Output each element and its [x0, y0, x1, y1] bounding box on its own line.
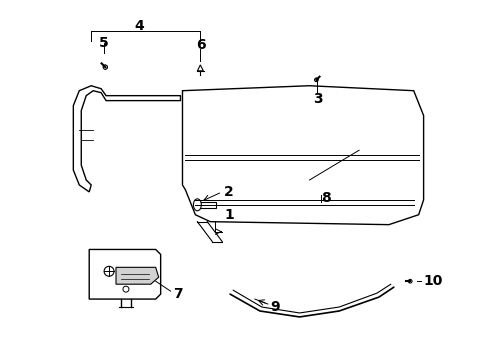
PathPatch shape: [89, 249, 161, 299]
Polygon shape: [197, 65, 203, 71]
Text: 1: 1: [224, 208, 233, 222]
Text: 10: 10: [423, 274, 442, 288]
Text: 6: 6: [196, 38, 205, 52]
PathPatch shape: [116, 267, 158, 284]
Text: 5: 5: [99, 36, 109, 50]
Text: 8: 8: [321, 191, 330, 205]
Text: 9: 9: [269, 300, 279, 314]
Text: 7: 7: [173, 287, 183, 301]
PathPatch shape: [182, 86, 423, 225]
Ellipse shape: [193, 199, 201, 211]
Circle shape: [314, 78, 318, 82]
Text: 2: 2: [224, 185, 233, 199]
Text: 4: 4: [134, 19, 143, 33]
Circle shape: [104, 266, 114, 276]
Text: 3: 3: [313, 92, 323, 105]
Circle shape: [407, 279, 411, 283]
PathPatch shape: [73, 86, 180, 192]
Bar: [198, 202, 216, 208]
Circle shape: [103, 65, 107, 69]
Circle shape: [122, 286, 129, 292]
